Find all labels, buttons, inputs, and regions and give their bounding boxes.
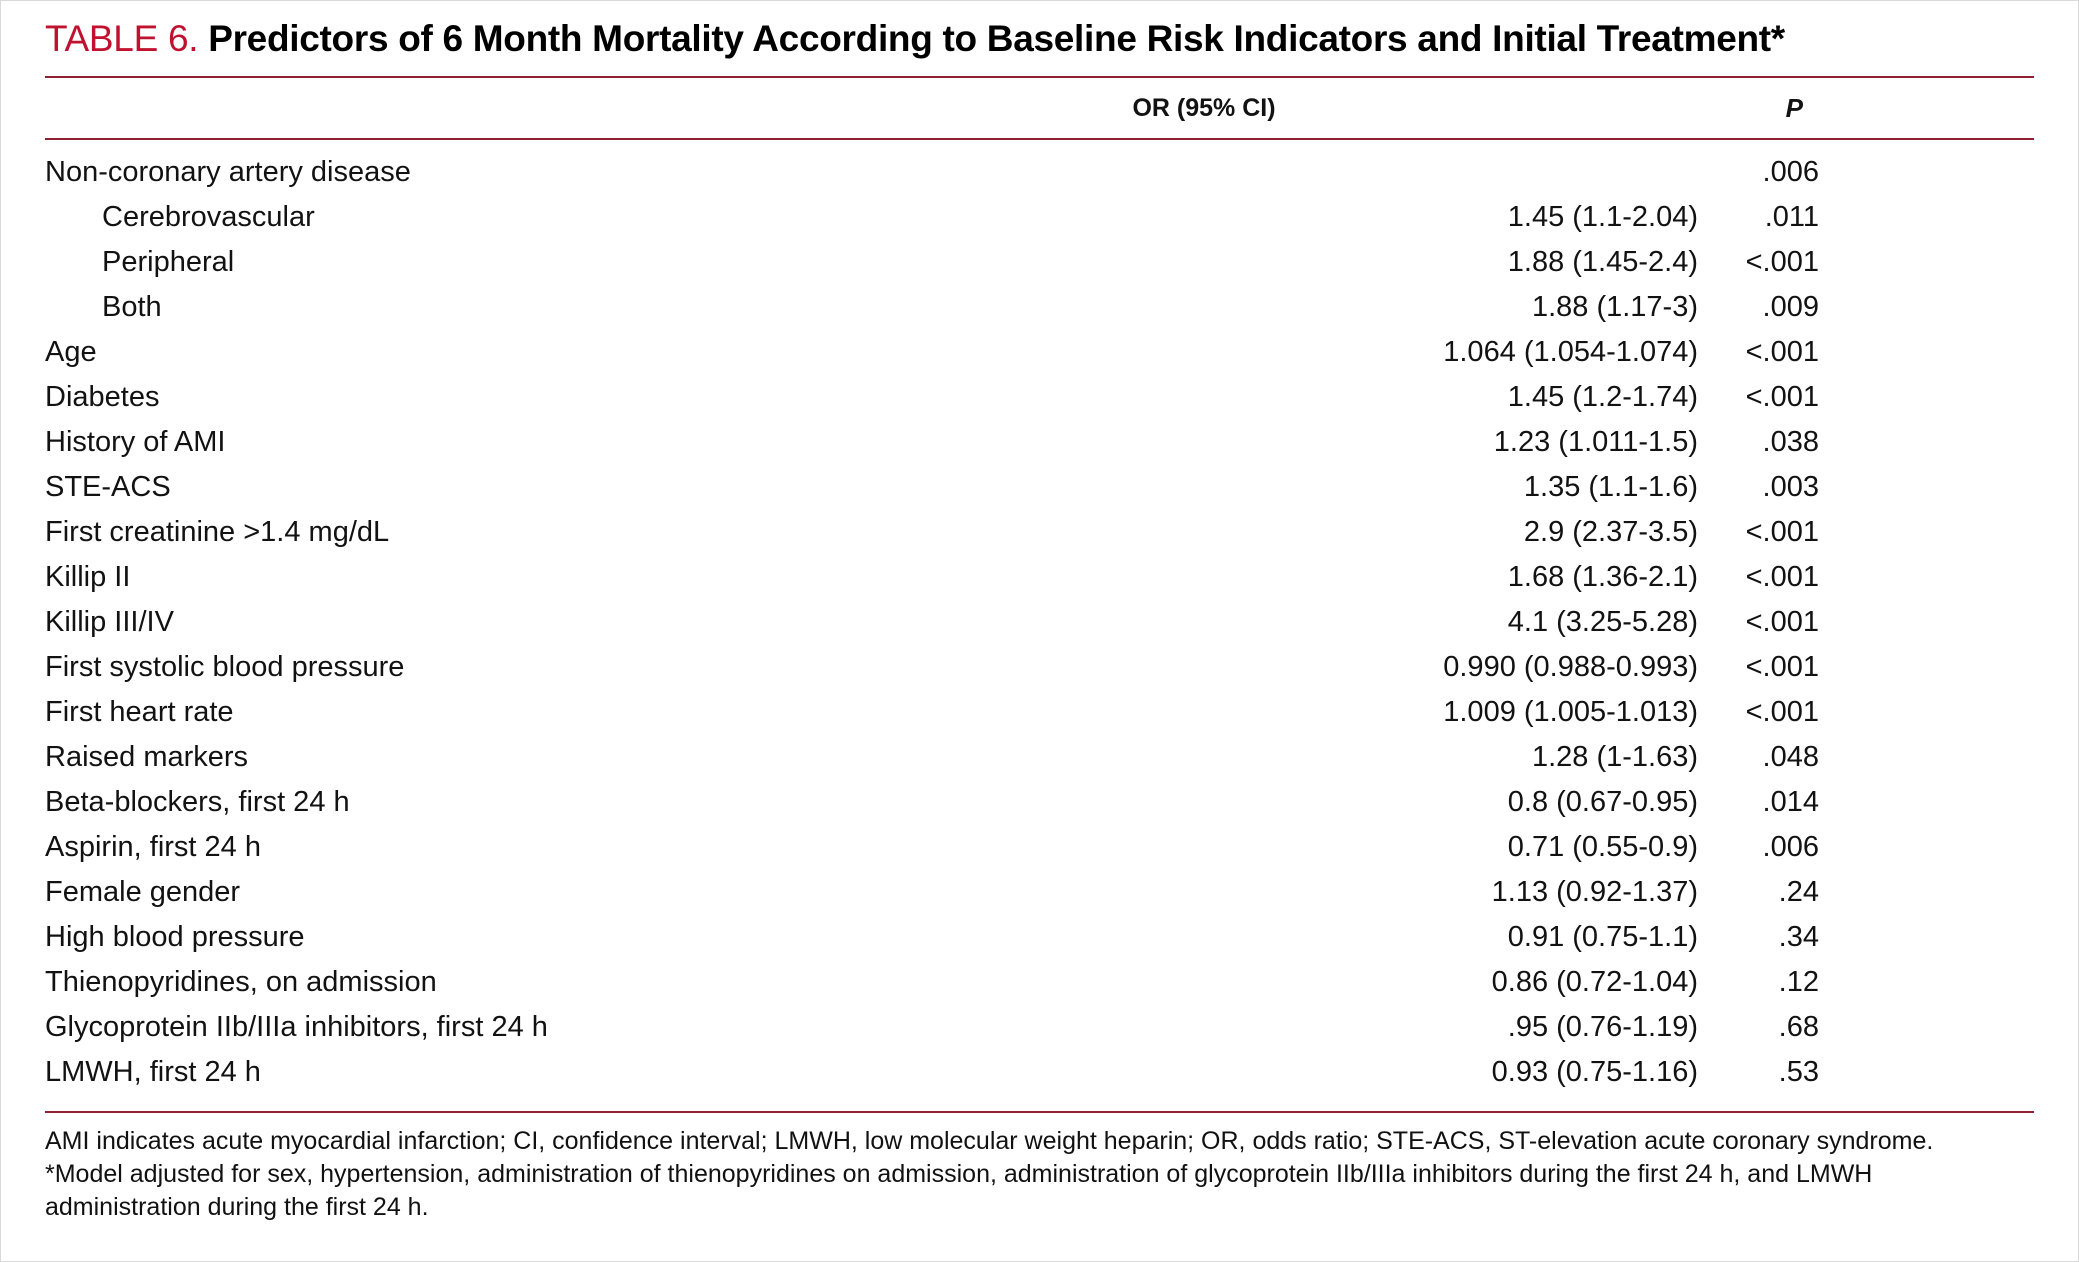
row-p-value: <.001 [1745, 561, 1819, 593]
table-row: Non-coronary artery disease .006 [45, 150, 2034, 195]
table-row: History of AMI 1.23 (1.011-1.5) .038 [45, 420, 2034, 465]
row-label: Non-coronary artery disease [45, 156, 411, 188]
row-p-value: <.001 [1745, 381, 1819, 413]
row-or-value: 4.1 (3.25-5.28) [1507, 606, 1698, 638]
row-or-value: 1.45 (1.2-1.74) [1507, 381, 1698, 413]
row-label: First heart rate [45, 696, 234, 728]
rule-footer-top [45, 1111, 2034, 1113]
table-row: First creatinine >1.4 mg/dL 2.9 (2.37-3.… [45, 510, 2034, 555]
row-or-value: 1.23 (1.011-1.5) [1493, 426, 1698, 458]
table-row: LMWH, first 24 h 0.93 (0.75-1.16) .53 [45, 1050, 2034, 1095]
table-row: Killip II 1.68 (1.36-2.1) <.001 [45, 555, 2034, 600]
row-p-value: <.001 [1745, 606, 1819, 638]
table-row: High blood pressure 0.91 (0.75-1.1) .34 [45, 915, 2034, 960]
row-p-value: .34 [1778, 921, 1819, 953]
table-title-text: Predictors of 6 Month Mortality Accordin… [208, 18, 1785, 59]
table-row: Thienopyridines, on admission 0.86 (0.72… [45, 960, 2034, 1005]
row-or-value: 0.91 (0.75-1.1) [1507, 921, 1698, 953]
row-p-value: .009 [1762, 291, 1819, 323]
row-or-value: 0.8 (0.67-0.95) [1507, 786, 1698, 818]
row-p-value: .53 [1778, 1056, 1819, 1088]
row-p-value: <.001 [1745, 336, 1819, 368]
row-label: STE-ACS [45, 471, 171, 503]
column-header-or: OR (95% CI) [1132, 93, 1276, 122]
row-p-value: .011 [1764, 201, 1819, 233]
table-row: Diabetes 1.45 (1.2-1.74) <.001 [45, 375, 2034, 420]
row-or-value: 0.71 (0.55-0.9) [1507, 831, 1698, 863]
row-label: Cerebrovascular [102, 201, 315, 233]
table-row: Peripheral 1.88 (1.45-2.4) <.001 [45, 240, 2034, 285]
row-p-value: .68 [1778, 1011, 1819, 1043]
table-row: Aspirin, first 24 h 0.71 (0.55-0.9) .006 [45, 825, 2034, 870]
table-title: TABLE 6. Predictors of 6 Month Mortality… [45, 17, 2034, 61]
row-or-value: 1.064 (1.054-1.074) [1443, 336, 1698, 368]
row-label: First creatinine >1.4 mg/dL [45, 516, 390, 548]
table-row: Female gender 1.13 (0.92-1.37) .24 [45, 870, 2034, 915]
footnote-abbreviations: AMI indicates acute myocardial infarctio… [45, 1127, 1934, 1155]
table-number-label: TABLE 6. [45, 18, 199, 59]
row-p-value: <.001 [1745, 696, 1819, 728]
table-row: Glycoprotein IIb/IIIa inhibitors, first … [45, 1005, 2034, 1050]
column-header-p: P [1785, 92, 1803, 123]
row-p-value: .038 [1762, 426, 1819, 458]
row-p-value: .006 [1762, 156, 1819, 188]
table-row: Killip III/IV 4.1 (3.25-5.28) <.001 [45, 600, 2034, 645]
table-row: STE-ACS 1.35 (1.1-1.6) .003 [45, 465, 2034, 510]
row-label: Age [45, 336, 97, 368]
table-row: Raised markers 1.28 (1-1.63) .048 [45, 735, 2034, 780]
row-label: Aspirin, first 24 h [45, 831, 261, 863]
row-label: High blood pressure [45, 921, 305, 953]
row-label: Raised markers [45, 741, 249, 773]
row-or-value: 1.28 (1-1.63) [1531, 741, 1698, 773]
footnotes: AMI indicates acute myocardial infarctio… [45, 1125, 2034, 1224]
row-label: Thienopyridines, on admission [45, 966, 437, 998]
row-or-value: .95 (0.76-1.19) [1507, 1011, 1698, 1043]
row-label: Both [102, 291, 162, 323]
row-label: Diabetes [45, 381, 160, 413]
row-p-value: .003 [1762, 471, 1819, 503]
row-p-value: <.001 [1745, 246, 1819, 278]
table-body: Non-coronary artery disease .006 Cerebro… [45, 140, 2034, 1111]
row-or-value: 1.88 (1.45-2.4) [1507, 246, 1698, 278]
row-label: Female gender [45, 876, 241, 908]
table-row: Age 1.064 (1.054-1.074) <.001 [45, 330, 2034, 375]
row-or-value: 1.35 (1.1-1.6) [1523, 471, 1698, 503]
row-p-value: <.001 [1745, 516, 1819, 548]
row-p-value: .24 [1778, 876, 1819, 908]
row-or-value: 1.13 (0.92-1.37) [1491, 876, 1698, 908]
row-label: LMWH, first 24 h [45, 1056, 261, 1088]
row-p-value: .014 [1762, 786, 1819, 818]
row-or-value: 1.45 (1.1-2.04) [1507, 201, 1698, 233]
row-p-value: .12 [1778, 966, 1819, 998]
row-p-value: .006 [1762, 831, 1819, 863]
rule-header-bottom [45, 138, 2034, 140]
footnote-model-note: *Model adjusted for sex, hypertension, a… [45, 1160, 1873, 1221]
table-header-row: OR (95% CI) P [45, 78, 2034, 138]
row-label: History of AMI [45, 426, 226, 458]
table-row: First heart rate 1.009 (1.005-1.013) <.0… [45, 690, 2034, 735]
row-label: Beta-blockers, first 24 h [45, 786, 350, 818]
row-p-value: <.001 [1745, 651, 1819, 683]
row-label: First systolic blood pressure [45, 651, 405, 683]
row-or-value: 0.86 (0.72-1.04) [1491, 966, 1698, 998]
row-or-value: 1.88 (1.17-3) [1531, 291, 1698, 323]
table-row: Beta-blockers, first 24 h 0.8 (0.67-0.95… [45, 780, 2034, 825]
row-label: Killip II [45, 561, 131, 593]
row-p-value: .048 [1762, 741, 1819, 773]
row-label: Peripheral [102, 246, 235, 278]
table-row: Cerebrovascular 1.45 (1.1-2.04) .011 [45, 195, 2034, 240]
row-or-value: 1.68 (1.36-2.1) [1507, 561, 1698, 593]
table-row: Both 1.88 (1.17-3) .009 [45, 285, 2034, 330]
row-or-value: 0.990 (0.988-0.993) [1443, 651, 1698, 683]
table-row: First systolic blood pressure 0.990 (0.9… [45, 645, 2034, 690]
row-or-value: 2.9 (2.37-3.5) [1523, 516, 1698, 548]
rule-top [45, 76, 2034, 78]
row-label: Glycoprotein IIb/IIIa inhibitors, first … [45, 1011, 548, 1043]
row-label: Killip III/IV [45, 606, 174, 638]
row-or-value: 1.009 (1.005-1.013) [1443, 696, 1698, 728]
row-or-value: 0.93 (0.75-1.16) [1491, 1056, 1698, 1088]
